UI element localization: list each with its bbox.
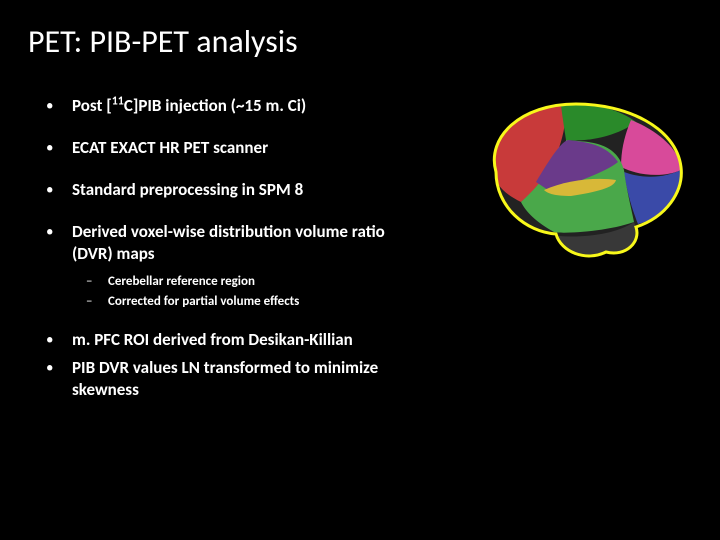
- brain-parcellation-image: [466, 92, 696, 262]
- bullet-item: • Post [11C]PIB injection (~15 m. Ci): [46, 95, 428, 117]
- bullet-text: PIB DVR values LN transformed to minimiz…: [72, 357, 428, 401]
- text-column: • Post [11C]PIB injection (~15 m. Ci) • …: [28, 89, 428, 421]
- bullet-text: ECAT EXACT HR PET scanner: [72, 137, 268, 159]
- dash-marker: –: [86, 293, 108, 311]
- bullet-marker: •: [46, 221, 72, 243]
- bullet-text: Derived voxel-wise distribution volume r…: [72, 221, 428, 265]
- bullet-item: • ECAT EXACT HR PET scanner: [46, 137, 428, 159]
- sub-bullet-item: – Cerebellar reference region: [46, 273, 428, 291]
- bullet-marker: •: [46, 95, 72, 117]
- bullet-marker: •: [46, 137, 72, 159]
- image-column: [466, 92, 696, 267]
- content-row: • Post [11C]PIB injection (~15 m. Ci) • …: [28, 89, 692, 421]
- bullet-text: Post [11C]PIB injection (~15 m. Ci): [72, 95, 306, 117]
- slide-title: PET: PIB-PET analysis: [28, 22, 692, 61]
- bullet-marker: •: [46, 357, 72, 379]
- bullet-text: Standard preprocessing in SPM 8: [72, 179, 303, 201]
- sub-bullet-text: Corrected for partial volume effects: [108, 293, 299, 311]
- bullet-marker: •: [46, 179, 72, 201]
- bullet-item: • Derived voxel-wise distribution volume…: [46, 221, 428, 265]
- sub-bullet-text: Cerebellar reference region: [108, 273, 255, 291]
- bullet-text: m. PFC ROI derived from Desikan-Killian: [72, 329, 353, 351]
- dash-marker: –: [86, 273, 108, 291]
- bullet-marker: •: [46, 329, 72, 351]
- main-bullet-list-2: • m. PFC ROI derived from Desikan-Killia…: [46, 329, 428, 401]
- sub-bullet-list: – Cerebellar reference region – Correcte…: [46, 273, 428, 311]
- bullet-item: • PIB DVR values LN transformed to minim…: [46, 357, 428, 401]
- bullet-item: • Standard preprocessing in SPM 8: [46, 179, 428, 201]
- slide: PET: PIB-PET analysis • Post [11C]PIB in…: [0, 0, 720, 540]
- sub-bullet-item: – Corrected for partial volume effects: [46, 293, 428, 311]
- main-bullet-list: • Post [11C]PIB injection (~15 m. Ci) • …: [46, 95, 428, 265]
- bullet-item: • m. PFC ROI derived from Desikan-Killia…: [46, 329, 428, 351]
